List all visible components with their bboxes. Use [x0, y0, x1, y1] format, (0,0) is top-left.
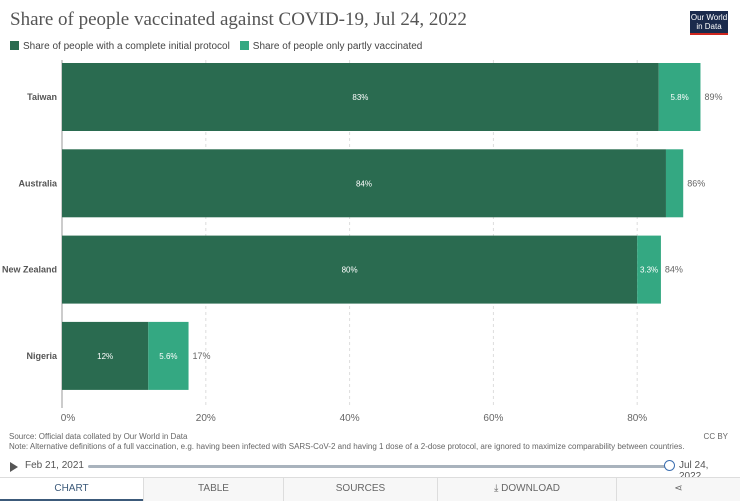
- tab-table[interactable]: TABLE: [143, 478, 283, 501]
- data-label: 83%: [352, 93, 368, 102]
- bar-segment: [62, 235, 638, 304]
- timeline-handle[interactable]: [664, 460, 675, 471]
- bar-segment: [658, 63, 701, 131]
- bar-segment: [62, 149, 666, 218]
- bar-chart: 0% 20% 40% 60% 80% Taiwan 83% 5.8% 89% Australia 8…: [2, 60, 722, 424]
- bar-segment: [148, 321, 189, 390]
- share-icon: ⋖: [674, 483, 683, 494]
- category-label: Nigeria: [26, 351, 58, 361]
- x-tick-label: 80%: [627, 413, 647, 424]
- total-label: 89%: [704, 92, 722, 102]
- category-label: Taiwan: [27, 92, 57, 102]
- category-label: Australia: [18, 178, 58, 188]
- bar-segment: [637, 235, 661, 304]
- data-label: 12%: [97, 352, 113, 361]
- play-icon[interactable]: [10, 462, 18, 472]
- x-tick-label: 0%: [61, 413, 76, 424]
- tab-bar: CHART TABLE SOURCES ⤓ DOWNLOAD ⋖: [0, 477, 740, 501]
- data-label: 84%: [356, 179, 372, 188]
- legend-item-complete[interactable]: Share of people with a complete initial …: [10, 41, 230, 52]
- data-label: 80%: [342, 266, 358, 275]
- category-label: New Zealand: [2, 265, 57, 275]
- owid-logo[interactable]: Our World in Data: [690, 11, 728, 35]
- download-icon: ⤓: [493, 483, 502, 494]
- share-button[interactable]: ⋖: [616, 478, 740, 501]
- tab-sources[interactable]: SOURCES: [283, 478, 437, 501]
- data-label: 5.8%: [671, 93, 689, 102]
- timeline-track[interactable]: [88, 465, 670, 468]
- source-note: Source: Official data collated by Our Wo…: [9, 432, 685, 451]
- total-label: 17%: [193, 351, 211, 361]
- bar-segment: [62, 63, 659, 131]
- tab-chart[interactable]: CHART: [0, 478, 143, 501]
- x-tick-label: 40%: [340, 413, 360, 424]
- data-label: 5.6%: [159, 352, 177, 361]
- chart-title: Share of people vaccinated against COVID…: [10, 9, 467, 30]
- timeline-end: Jul 24, 2022: [679, 460, 709, 482]
- timeline[interactable]: Feb 21, 2021 Jul 24, 2022: [10, 460, 730, 482]
- x-tick-label: 60%: [483, 413, 503, 424]
- total-label: 86%: [687, 178, 705, 188]
- data-label: 3.3%: [640, 266, 658, 275]
- total-label: 84%: [665, 265, 683, 275]
- bar-segment: [62, 321, 149, 390]
- bar-segment: [665, 149, 684, 218]
- timeline-start: Feb 21, 2021: [25, 460, 84, 471]
- tab-download[interactable]: ⤓ DOWNLOAD: [437, 478, 616, 501]
- x-tick-label: 20%: [196, 413, 216, 424]
- legend-item-partly[interactable]: Share of people only partly vaccinated: [239, 41, 422, 52]
- legend: Share of people with a complete initial …: [10, 41, 422, 52]
- license[interactable]: CC BY: [703, 432, 728, 441]
